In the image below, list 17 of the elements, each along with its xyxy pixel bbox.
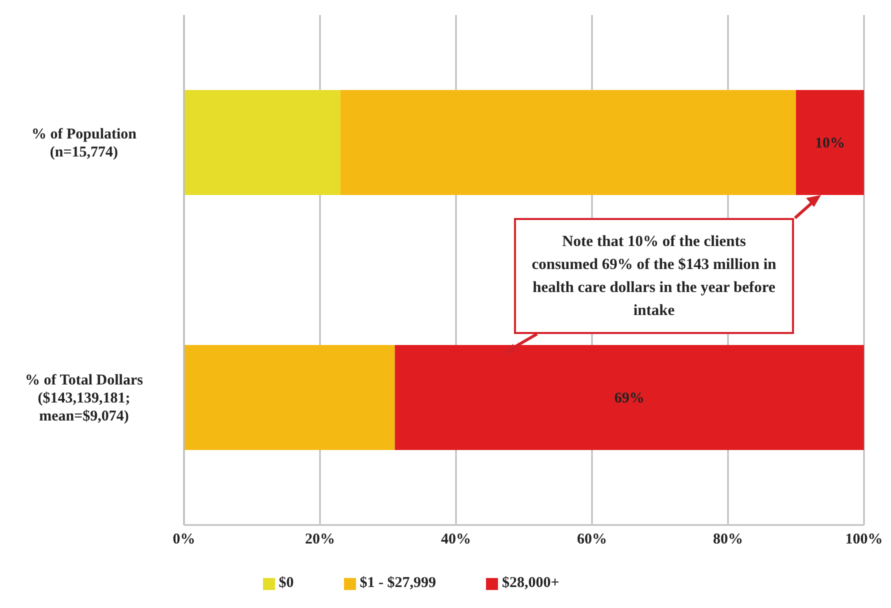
bar bbox=[340, 90, 796, 195]
x-tick-label: 60% bbox=[577, 532, 607, 548]
legend-label: $28,000+ bbox=[502, 575, 560, 591]
y-tick-label: % of Population (n=15,774) bbox=[31, 126, 138, 160]
x-tick-label: 100% bbox=[845, 532, 883, 548]
annotation: Note that 10% of the clients consumed 69% of the $143 million in health care dollars in the year before intake bbox=[530, 232, 778, 321]
bar bbox=[184, 90, 340, 195]
data-label: 10% bbox=[815, 136, 845, 152]
bar bbox=[184, 345, 395, 450]
data-label: 69% bbox=[614, 390, 644, 406]
x-tick-label: 20% bbox=[305, 532, 335, 548]
legend-label: $1 - $27,999 bbox=[360, 575, 436, 591]
x-tick-label: 80% bbox=[713, 532, 743, 548]
y-tick-label: % of Total Dollars ($143,139,181; mean=$9,074) bbox=[25, 372, 144, 424]
legend-label: $0 bbox=[278, 575, 294, 591]
x-tick-label: 0% bbox=[172, 532, 196, 548]
x-tick-label: 40% bbox=[441, 532, 471, 548]
